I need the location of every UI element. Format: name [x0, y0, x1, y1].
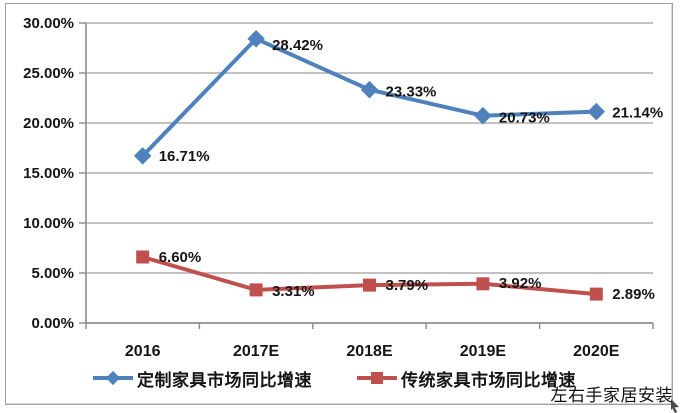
- x-axis-label: 2018E: [346, 343, 393, 360]
- data-point-label: 23.33%: [386, 84, 437, 101]
- data-point-label: 3.31%: [272, 283, 315, 300]
- data-point-label: 6.60%: [159, 249, 202, 266]
- legend-item-traditional-furniture: 传统家具市场同比增速: [357, 369, 576, 390]
- legend-label-custom-furniture: 定制家具市场同比增速: [137, 370, 312, 390]
- chart-border: [5, 3, 673, 405]
- legend-line-diamond-icon: [93, 369, 133, 387]
- y-axis-label: 25.00%: [23, 65, 74, 82]
- data-point-label: 16.71%: [159, 148, 210, 165]
- data-point-label: 3.92%: [499, 275, 542, 292]
- cursor-icon: [671, 399, 679, 413]
- square-marker-icon: [371, 372, 383, 384]
- legend-item-custom-furniture: 定制家具市场同比增速: [93, 369, 312, 390]
- y-axis-label: 15.00%: [23, 165, 74, 182]
- watermark: 左右手家居安装: [550, 386, 673, 405]
- data-point-label: 2.89%: [612, 286, 655, 303]
- y-axis-label: 20.00%: [23, 115, 74, 132]
- y-axis-label: 30.00%: [23, 15, 74, 32]
- y-axis-label: 10.00%: [23, 215, 74, 232]
- data-point-label: 28.42%: [272, 37, 323, 54]
- data-point-label: 20.73%: [499, 110, 550, 127]
- y-axis-label: 5.00%: [31, 265, 74, 282]
- x-axis-label: 2020E: [573, 343, 620, 360]
- data-point-marker: [249, 283, 263, 297]
- y-axis-label: 0.00%: [31, 315, 74, 332]
- data-point-marker: [360, 80, 379, 99]
- data-point-marker: [363, 278, 376, 292]
- data-point-marker: [589, 287, 603, 301]
- x-axis-label: 2016: [125, 343, 161, 360]
- data-point-marker: [476, 277, 490, 291]
- data-point-label: 21.14%: [612, 105, 663, 122]
- x-axis-label: 2017E: [233, 343, 280, 360]
- x-axis-label: 2019E: [460, 343, 507, 360]
- data-point-label: 3.79%: [386, 277, 429, 294]
- data-point-marker: [136, 250, 150, 264]
- data-point-marker: [587, 102, 606, 121]
- legend-line-square-icon: [357, 369, 397, 387]
- data-point-marker: [474, 106, 492, 125]
- diamond-marker-icon: [105, 370, 121, 386]
- legend-label-traditional-furniture: 传统家具市场同比增速: [401, 370, 576, 390]
